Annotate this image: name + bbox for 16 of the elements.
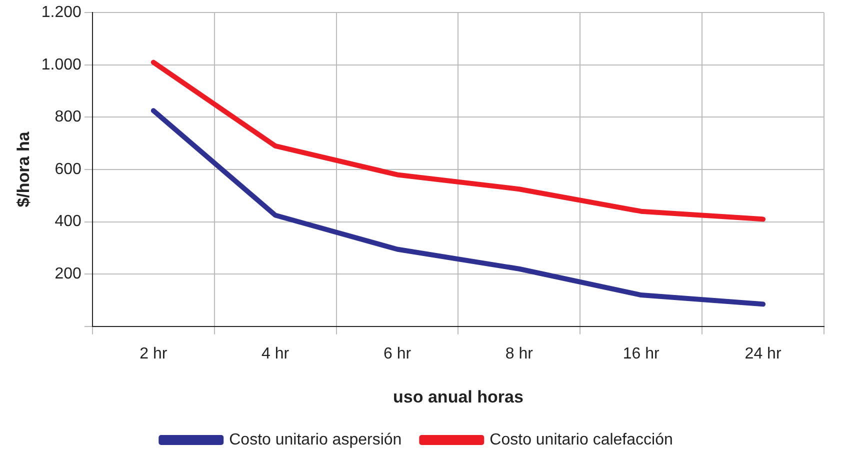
y-tick-label: 400 <box>54 213 82 230</box>
y-tick-label: 800 <box>54 108 82 126</box>
x-tick-label: 6 hr <box>383 345 412 362</box>
legend-label: Costo unitario aspersión <box>229 431 402 448</box>
y-tick-label: 600 <box>54 160 82 178</box>
x-tick-label: 4 hr <box>262 345 290 362</box>
y-tick-label: 1.200 <box>41 4 82 22</box>
x-tick-label: 16 hr <box>622 345 660 362</box>
x-axis-title: uso anual horas <box>393 387 524 406</box>
x-tick-label: 8 hr <box>505 345 534 362</box>
y-tick-label: 200 <box>54 266 82 283</box>
x-tick-label: 24 hr <box>744 345 782 362</box>
y-tick-label: 1.000 <box>41 56 82 74</box>
y-axis-title: $/hora ha <box>14 131 33 208</box>
legend-label: Costo unitario calefacción <box>490 431 673 448</box>
x-tick-label: 2 hr <box>140 345 168 362</box>
